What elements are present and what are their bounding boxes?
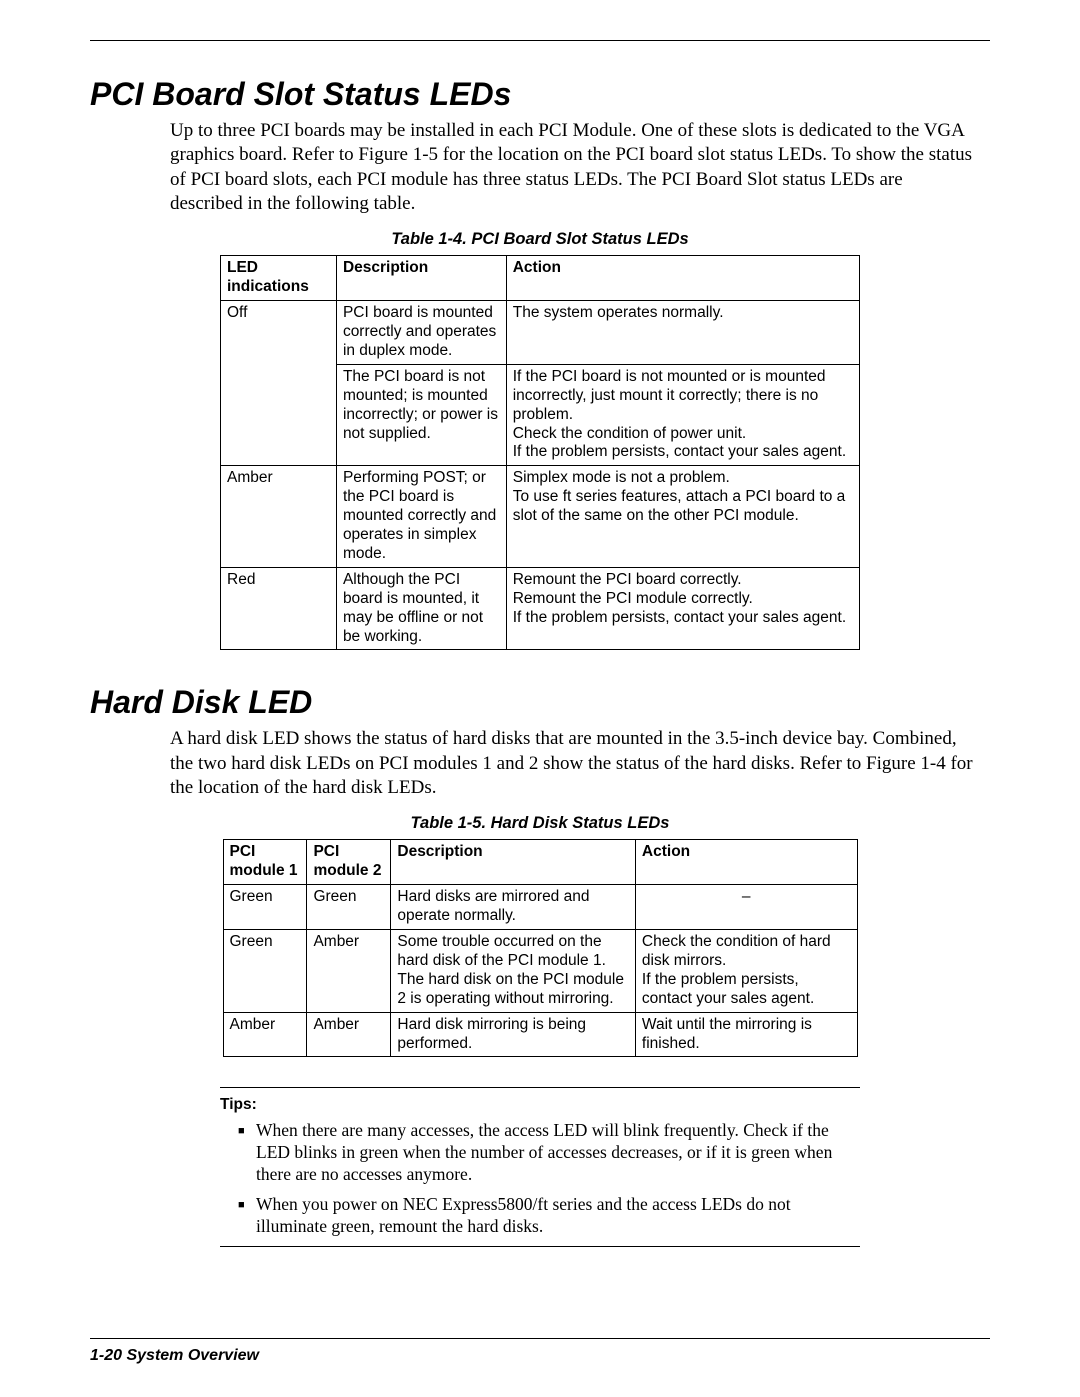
col-header: Action	[635, 840, 857, 885]
cell: Performing POST; or the PCI board is mou…	[336, 466, 506, 568]
tips-label: Tips:	[220, 1096, 860, 1114]
bullet-icon: ■	[238, 1194, 256, 1238]
cell: Off	[221, 301, 337, 365]
cell: Amber	[307, 1012, 391, 1057]
cell: Remount the PCI board correctly.Remount …	[506, 567, 859, 650]
col-header: PCI module 1	[223, 840, 307, 885]
cell: Hard disks are mirrored and operate norm…	[391, 885, 636, 930]
table-row: The PCI board is not mounted; is mounted…	[221, 364, 860, 466]
cell: Wait until the mirroring is finished.	[635, 1012, 857, 1057]
table-header-row: PCI module 1 PCI module 2 Description Ac…	[223, 840, 857, 885]
cell: Green	[223, 930, 307, 1013]
section-heading-pci: PCI Board Slot Status LEDs	[90, 76, 990, 113]
footer-rule	[90, 1338, 990, 1339]
cell: The system operates normally.	[506, 301, 859, 365]
page: PCI Board Slot Status LEDs Up to three P…	[0, 0, 1080, 1397]
tips-item: ■ When you power on NEC Express5800/ft s…	[238, 1194, 860, 1238]
col-header: Description	[391, 840, 636, 885]
tips-item: ■ When there are many accesses, the acce…	[238, 1120, 860, 1186]
page-footer: 1-20 System Overview	[90, 1347, 259, 1365]
table2-caption: Table 1-5. Hard Disk Status LEDs	[90, 814, 990, 833]
section1-paragraph: Up to three PCI boards may be installed …	[170, 119, 980, 216]
cell: If the PCI board is not mounted or is mo…	[506, 364, 859, 466]
hdd-status-table: PCI module 1 PCI module 2 Description Ac…	[223, 839, 858, 1057]
cell: Amber	[307, 930, 391, 1013]
table-row: Amber Amber Hard disk mirroring is being…	[223, 1012, 857, 1057]
col-header: PCI module 2	[307, 840, 391, 885]
cell: Green	[307, 885, 391, 930]
table-row: Off PCI board is mounted correctly and o…	[221, 301, 860, 365]
section-heading-hdd: Hard Disk LED	[90, 684, 990, 721]
section2-paragraph: A hard disk LED shows the status of hard…	[170, 727, 980, 800]
col-header: LED indications	[221, 256, 337, 301]
table1-caption: Table 1-4. PCI Board Slot Status LEDs	[90, 230, 990, 249]
top-rule	[90, 40, 990, 41]
tips-text: When you power on NEC Express5800/ft ser…	[256, 1194, 860, 1238]
cell	[221, 364, 337, 466]
tips-block: Tips: ■ When there are many accesses, th…	[220, 1087, 860, 1246]
cell: PCI board is mounted correctly and opera…	[336, 301, 506, 365]
tips-text: When there are many accesses, the access…	[256, 1120, 860, 1186]
table-row: Green Amber Some trouble occurred on the…	[223, 930, 857, 1013]
cell: Hard disk mirroring is being performed.	[391, 1012, 636, 1057]
tips-top-rule	[220, 1087, 860, 1088]
col-header: Description	[336, 256, 506, 301]
tips-bottom-rule	[220, 1246, 860, 1247]
col-header: Action	[506, 256, 859, 301]
cell: Red	[221, 567, 337, 650]
cell: Simplex mode is not a problem.To use ft …	[506, 466, 859, 568]
cell: Check the condition of hard disk mirrors…	[635, 930, 857, 1013]
bullet-icon: ■	[238, 1120, 256, 1186]
pci-status-table: LED indications Description Action Off P…	[220, 255, 860, 650]
table-row: Amber Performing POST; or the PCI board …	[221, 466, 860, 568]
cell: Amber	[223, 1012, 307, 1057]
cell: Green	[223, 885, 307, 930]
table-row: Red Although the PCI board is mounted, i…	[221, 567, 860, 650]
cell: The PCI board is not mounted; is mounted…	[336, 364, 506, 466]
table-header-row: LED indications Description Action	[221, 256, 860, 301]
cell: –	[635, 885, 857, 930]
cell: Some trouble occurred on the hard disk o…	[391, 930, 636, 1013]
cell: Although the PCI board is mounted, it ma…	[336, 567, 506, 650]
table-row: Green Green Hard disks are mirrored and …	[223, 885, 857, 930]
cell: Amber	[221, 466, 337, 568]
